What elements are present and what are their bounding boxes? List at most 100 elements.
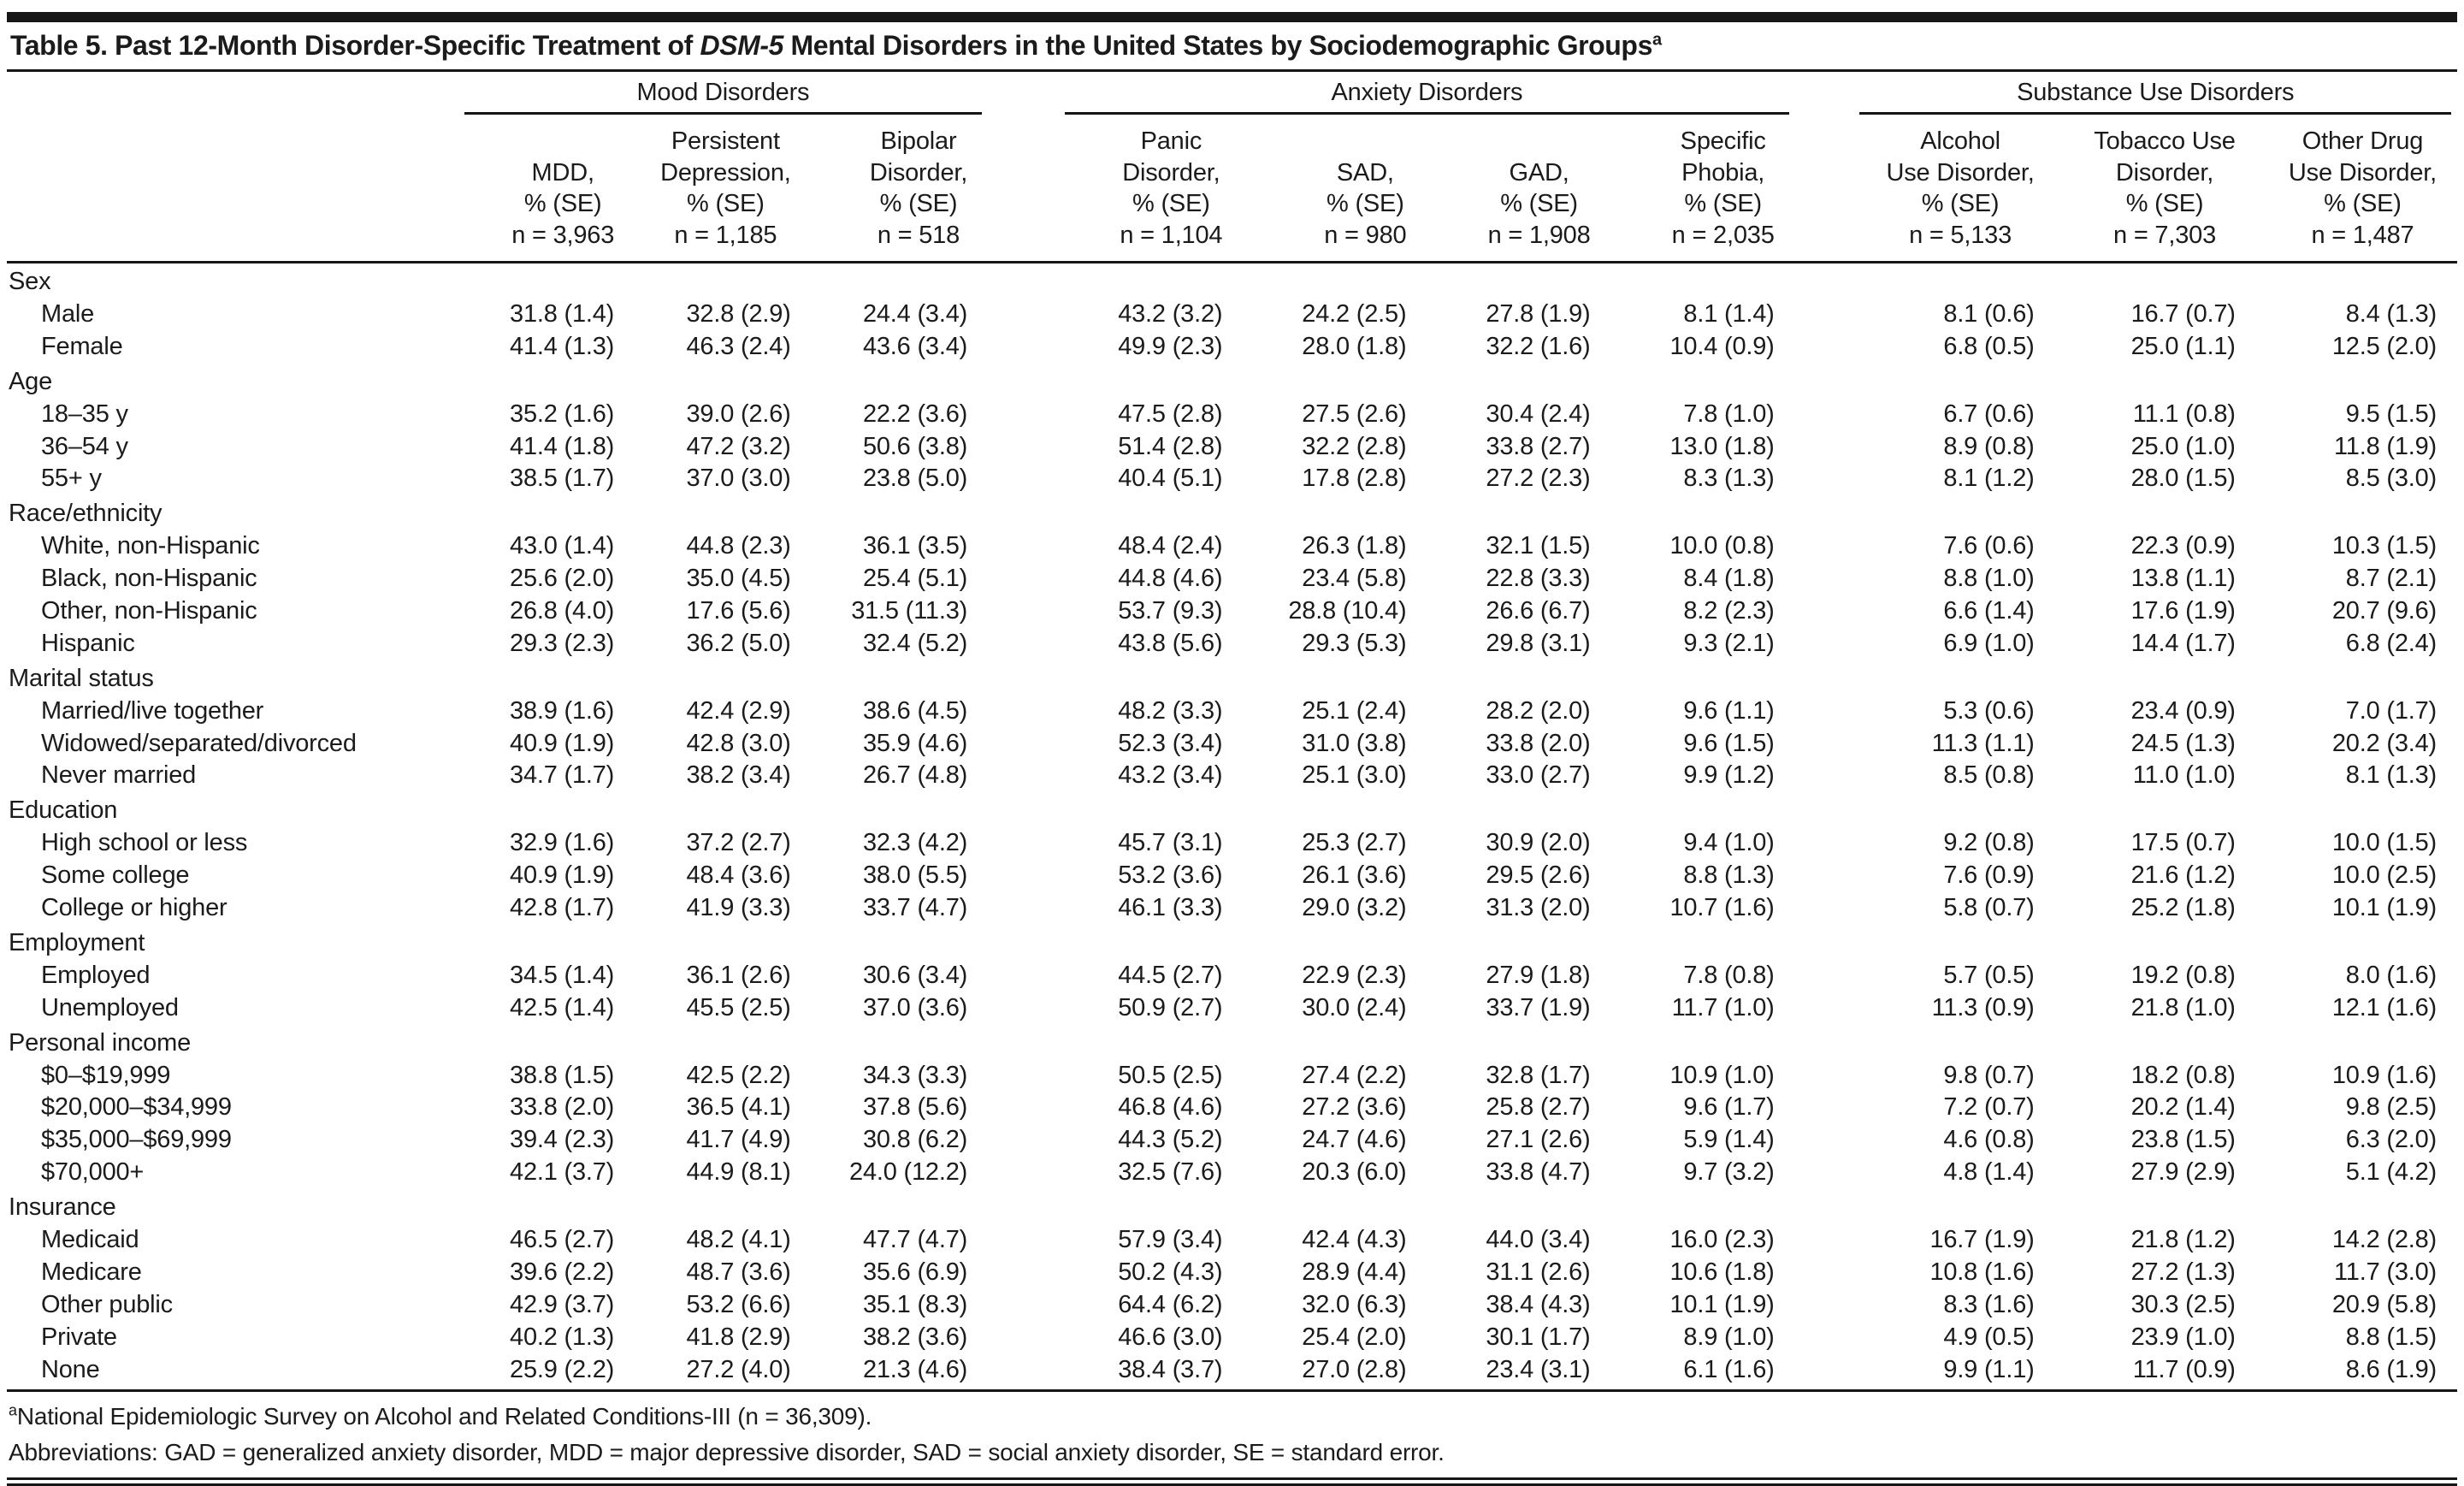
data-row: Some college 40.9 (1.9) 48.4 (3.6) 38.0 (5.… xyxy=(7,860,2457,892)
cell-value: 31.0 (3.8) xyxy=(1302,729,1407,757)
section-label: Age xyxy=(9,367,52,395)
stub-cell xyxy=(7,72,458,115)
cell-value: 8.0 (1.6) xyxy=(2345,961,2437,989)
table-title: Table 5. Past 12-Month Disorder-Specific… xyxy=(7,22,2457,72)
cell-value: 8.7 (2.1) xyxy=(2345,565,2437,593)
section-row: Race/ethnicity xyxy=(7,495,2457,530)
cell-value: 10.4 (0.9) xyxy=(1669,332,1775,360)
section-label: Race/ethnicity xyxy=(9,500,162,528)
cell-value: 38.4 (3.7) xyxy=(1118,1355,1223,1383)
cell-value: 26.3 (1.8) xyxy=(1302,532,1407,560)
cell-value: 4.8 (1.4) xyxy=(1943,1158,2035,1187)
group-gap xyxy=(1795,72,1854,115)
cell-value: 29.8 (3.1) xyxy=(1486,629,1591,657)
cell-value: 42.8 (3.0) xyxy=(686,729,791,757)
row-label: Female xyxy=(41,332,123,360)
group-gap xyxy=(988,563,1059,595)
group-gap xyxy=(1795,1354,1854,1387)
row-label: Hispanic xyxy=(41,629,135,657)
group-gap xyxy=(1795,563,1854,595)
cell-value: 33.8 (2.0) xyxy=(1486,729,1591,757)
cell-value: 32.2 (2.8) xyxy=(1302,432,1407,460)
column-header-mdd: MDD, % (SE) n = 3,963 xyxy=(458,115,635,264)
cell-value: 36.5 (4.1) xyxy=(686,1093,791,1122)
cell-value: 4.6 (0.8) xyxy=(1943,1126,2035,1154)
cell-value: 50.6 (3.8) xyxy=(862,432,968,460)
cell-value: 8.1 (1.4) xyxy=(1683,300,1775,329)
cell-value: 5.1 (4.2) xyxy=(2345,1158,2437,1187)
cell-value: 38.6 (4.5) xyxy=(862,696,968,725)
group-gap xyxy=(988,628,1059,660)
cell-value: 22.3 (0.9) xyxy=(2130,532,2236,560)
cell-value: 23.8 (5.0) xyxy=(862,465,968,493)
cell-value: 22.9 (2.3) xyxy=(1302,961,1407,989)
group-gap xyxy=(988,1289,1059,1322)
data-row: White, non-Hispanic 43.0 (1.4) 44.8 (2.3) 3… xyxy=(7,530,2457,563)
cell-value: 33.7 (4.7) xyxy=(862,894,968,922)
cell-value: 41.4 (1.3) xyxy=(510,332,615,360)
cell-value: 43.2 (3.2) xyxy=(1118,300,1223,329)
cell-value: 33.8 (2.0) xyxy=(510,1093,615,1122)
cell-value: 11.7 (0.9) xyxy=(2132,1355,2236,1383)
cell-value: 29.3 (2.3) xyxy=(510,629,615,657)
data-row: 36–54 y 41.4 (1.8) 47.2 (3.2) 50.6 (3.8) 51.… xyxy=(7,431,2457,464)
cell-value: 10.8 (1.6) xyxy=(1929,1258,2035,1286)
cell-value: 23.8 (1.5) xyxy=(2130,1126,2236,1154)
data-row: Employed 34.5 (1.4) 36.1 (2.6) 30.6 (3.4) 44… xyxy=(7,960,2457,992)
cell-value: 8.5 (0.8) xyxy=(1943,761,2035,790)
cell-value: 44.0 (3.4) xyxy=(1486,1225,1591,1253)
cell-value: 53.7 (9.3) xyxy=(1118,597,1223,625)
cell-value: 6.8 (0.5) xyxy=(1943,332,2035,360)
title-prefix: Table 5. Past 12-Month Disorder-Specific… xyxy=(10,30,700,61)
cell-value: 38.2 (3.4) xyxy=(686,761,791,790)
column-group-mood: Mood Disorders xyxy=(458,72,988,115)
cell-value: 10.7 (1.6) xyxy=(1669,894,1775,922)
cell-value: 9.8 (2.5) xyxy=(2345,1093,2437,1122)
cell-value: 46.1 (3.3) xyxy=(1118,894,1223,922)
cell-value: 48.2 (4.1) xyxy=(686,1225,791,1253)
cell-value: 20.7 (9.6) xyxy=(2331,597,2437,625)
cell-value: 24.2 (2.5) xyxy=(1302,300,1407,329)
cell-value: 17.6 (1.9) xyxy=(2130,597,2236,625)
cell-value: 20.2 (1.4) xyxy=(2130,1093,2236,1122)
cell-value: 26.8 (4.0) xyxy=(510,597,615,625)
group-gap xyxy=(1795,696,1854,728)
section-row: Marital status xyxy=(7,660,2457,696)
cell-value: 44.8 (4.6) xyxy=(1118,565,1223,593)
cell-value: 16.7 (1.9) xyxy=(1929,1225,2035,1253)
cell-value: 31.3 (2.0) xyxy=(1486,894,1591,922)
column-header-other-drug: Other Drug Use Disorder, % (SE) n = 1,48… xyxy=(2255,115,2457,264)
row-label: High school or less xyxy=(41,829,248,857)
cell-value: 12.1 (1.6) xyxy=(2331,993,2437,1021)
cell-value: 6.6 (1.4) xyxy=(1943,597,2035,625)
cell-value: 40.9 (1.9) xyxy=(510,729,615,757)
cell-value: 37.8 (5.6) xyxy=(862,1093,968,1122)
cell-value: 5.9 (1.4) xyxy=(1683,1126,1775,1154)
cell-value: 41.9 (3.3) xyxy=(686,894,791,922)
group-gap xyxy=(988,431,1059,464)
cell-value: 23.9 (1.0) xyxy=(2130,1323,2236,1351)
cell-value: 33.7 (1.9) xyxy=(1486,993,1591,1021)
cell-value: 5.8 (0.7) xyxy=(1943,894,2035,922)
cell-value: 27.9 (1.8) xyxy=(1486,961,1591,989)
cell-value: 22.8 (3.3) xyxy=(1486,565,1591,593)
column-group-anxiety: Anxiety Disorders xyxy=(1059,72,1794,115)
cell-value: 40.4 (5.1) xyxy=(1118,465,1223,493)
cell-value: 9.8 (0.7) xyxy=(1943,1061,2035,1089)
title-footnote-marker: a xyxy=(1652,30,1662,50)
cell-value: 8.4 (1.3) xyxy=(2345,300,2437,329)
title-italic-dsm5: DSM-5 xyxy=(700,30,784,61)
cell-value: 42.9 (3.7) xyxy=(510,1290,615,1318)
cell-value: 29.0 (3.2) xyxy=(1302,894,1407,922)
cell-value: 6.1 (1.6) xyxy=(1683,1355,1775,1383)
cell-value: 42.8 (1.7) xyxy=(510,894,615,922)
cell-value: 27.1 (2.6) xyxy=(1486,1126,1591,1154)
cell-value: 64.4 (6.2) xyxy=(1118,1290,1223,1318)
group-gap xyxy=(1795,1092,1854,1124)
cell-value: 10.1 (1.9) xyxy=(1669,1290,1775,1318)
cell-value: 35.1 (8.3) xyxy=(862,1290,968,1318)
data-row: 55+ y 38.5 (1.7) 37.0 (3.0) 23.8 (5.0) 40.4 … xyxy=(7,463,2457,495)
group-gap xyxy=(988,331,1059,364)
cell-value: 27.2 (2.3) xyxy=(1486,465,1591,493)
cell-value: 8.4 (1.8) xyxy=(1683,565,1775,593)
